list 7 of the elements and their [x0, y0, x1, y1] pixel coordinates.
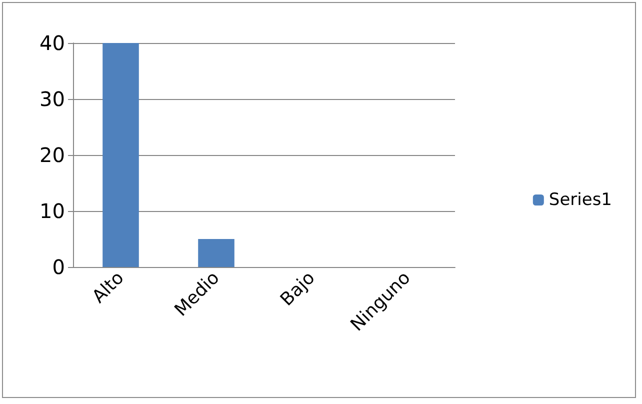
y-tick-label: 0	[52, 255, 65, 279]
y-tick-label: 10	[40, 199, 65, 223]
x-tick-label: Alto	[88, 268, 128, 308]
y-tick-label: 40	[40, 31, 65, 55]
y-tick-label: 30	[40, 87, 65, 111]
legend-label: Series1	[548, 190, 612, 210]
y-tick-label: 20	[40, 143, 65, 167]
